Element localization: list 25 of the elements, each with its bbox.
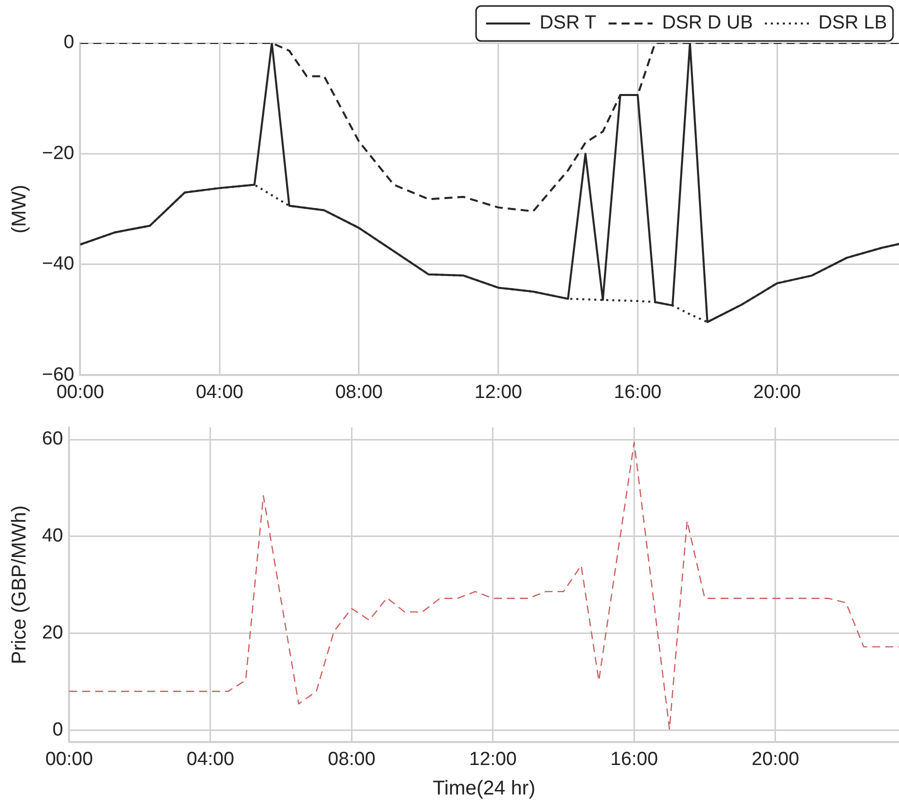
x-tick-label: 08:00	[335, 382, 383, 403]
x-tick-label: 04:00	[196, 382, 244, 403]
y-tick-label: 20	[42, 622, 64, 644]
x-tick-label: 04:00	[186, 748, 234, 770]
x-tick-label: 16:00	[614, 382, 662, 403]
legend-label: DSR T	[540, 12, 597, 34]
legend-label: DSR D UB	[662, 12, 753, 34]
x-tick-label: 00:00	[45, 748, 93, 770]
x-tick-label: 12:00	[474, 382, 522, 403]
x-tick-label: 20:00	[753, 382, 801, 403]
y-axis-title: (MW)	[8, 184, 31, 234]
y-tick-label: −40	[42, 254, 74, 275]
y-tick-label: 40	[42, 526, 64, 547]
x-tick-label: 16:00	[610, 748, 658, 770]
y-tick-label: 60	[42, 428, 64, 450]
x-tick-label: 08:00	[328, 748, 376, 770]
y-tick-label: 0	[64, 32, 74, 54]
x-axis-title: Time(24 hr)	[432, 778, 536, 800]
x-tick-label: 20:00	[752, 748, 800, 770]
y-axis-title: Price (GBP/MWh)	[8, 505, 31, 664]
x-tick-label: 12:00	[469, 748, 517, 770]
legend-label: DSR LB	[818, 12, 888, 34]
y-tick-label: 0	[52, 719, 64, 740]
line-series	[69, 442, 899, 730]
y-tick-label: −20	[42, 142, 74, 164]
